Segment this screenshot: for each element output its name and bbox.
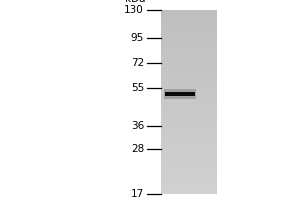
Bar (164, 89, 196, 99)
Text: 95: 95 (131, 33, 144, 43)
Bar (165, 92, 195, 96)
Text: 72: 72 (131, 58, 144, 68)
Text: 55: 55 (131, 83, 144, 93)
Text: 130: 130 (124, 5, 144, 15)
Text: kDa: kDa (125, 0, 145, 4)
Text: 36: 36 (131, 121, 144, 131)
Text: 28: 28 (131, 144, 144, 154)
Text: 17: 17 (131, 189, 144, 199)
